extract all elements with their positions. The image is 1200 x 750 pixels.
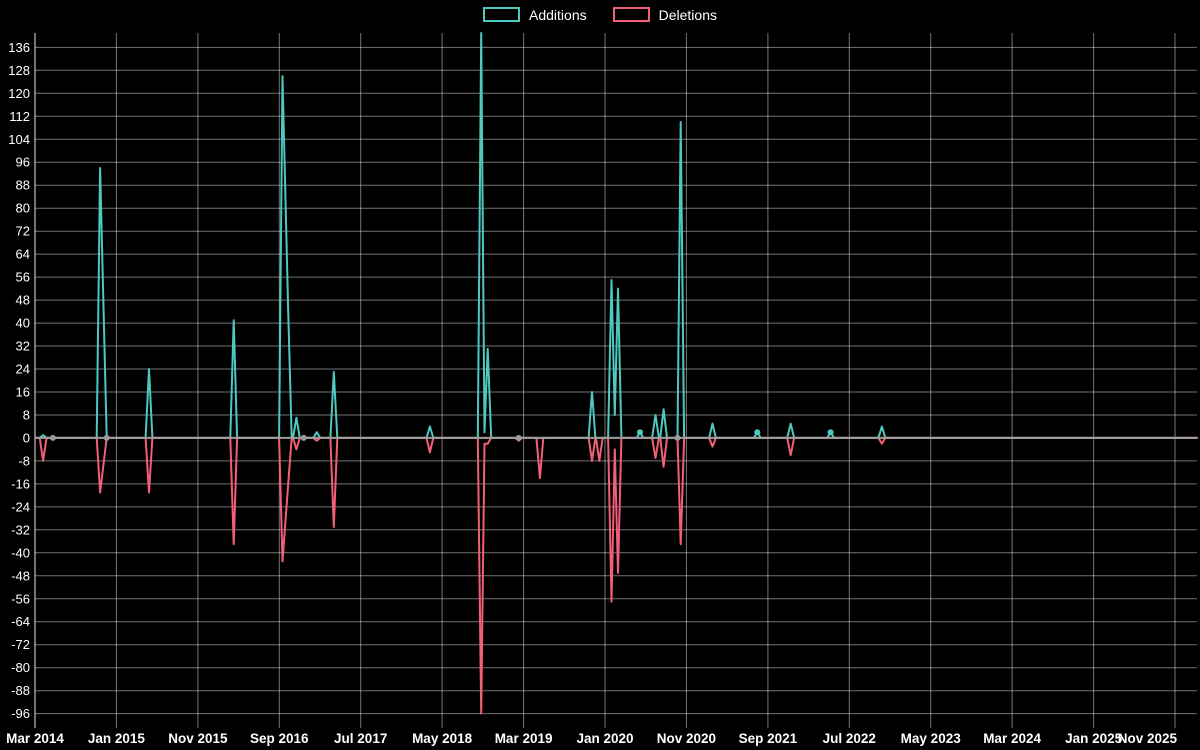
svg-text:32: 32	[16, 339, 30, 354]
legend-item-additions[interactable]: Additions	[483, 7, 587, 22]
svg-text:-88: -88	[11, 683, 30, 698]
svg-text:72: 72	[16, 224, 30, 239]
svg-text:120: 120	[8, 86, 30, 101]
data-point-marker	[637, 429, 643, 436]
svg-text:Sep 2021: Sep 2021	[739, 731, 798, 746]
svg-text:-72: -72	[11, 637, 30, 652]
svg-text:16: 16	[16, 385, 30, 400]
svg-text:Sep 2016: Sep 2016	[250, 731, 309, 746]
svg-text:Nov 2015: Nov 2015	[168, 731, 228, 746]
svg-text:-80: -80	[11, 660, 30, 675]
point-markers	[49, 429, 834, 441]
svg-text:Nov 2025: Nov 2025	[1118, 731, 1178, 746]
chart-legend: Additions Deletions	[0, 7, 1200, 22]
svg-text:136: 136	[8, 40, 30, 55]
svg-text:80: 80	[16, 201, 30, 216]
legend-label-additions: Additions	[529, 6, 587, 23]
svg-text:56: 56	[16, 270, 30, 285]
svg-text:88: 88	[16, 178, 30, 193]
data-point-marker	[827, 429, 834, 436]
svg-text:0: 0	[23, 430, 30, 445]
svg-text:-40: -40	[11, 545, 30, 560]
svg-text:-64: -64	[11, 614, 30, 629]
svg-text:-32: -32	[11, 522, 30, 537]
legend-item-deletions[interactable]: Deletions	[612, 6, 717, 23]
svg-text:Mar 2014: Mar 2014	[6, 731, 64, 746]
additions-swatch-icon	[483, 7, 521, 22]
svg-text:-8: -8	[18, 453, 30, 468]
svg-text:Jan 2020: Jan 2020	[576, 731, 633, 746]
svg-text:-48: -48	[11, 568, 30, 583]
data-point-marker	[754, 429, 761, 436]
svg-text:-16: -16	[11, 476, 30, 491]
svg-text:Jul 2022: Jul 2022	[823, 731, 876, 746]
svg-text:Jan 2025: Jan 2025	[1065, 731, 1123, 746]
svg-text:Jan 2015: Jan 2015	[88, 731, 146, 746]
legend-label-deletions: Deletions	[658, 6, 717, 23]
svg-text:Jul 2017: Jul 2017	[334, 731, 387, 746]
data-point-marker	[103, 434, 110, 441]
svg-text:Nov 2020: Nov 2020	[657, 731, 716, 746]
svg-text:104: 104	[8, 132, 30, 147]
svg-text:May 2023: May 2023	[901, 731, 962, 746]
svg-text:Mar 2019: Mar 2019	[495, 731, 553, 746]
svg-text:128: 128	[8, 63, 30, 78]
svg-text:64: 64	[16, 247, 30, 262]
data-point-marker	[674, 434, 681, 441]
data-point-marker	[300, 434, 307, 441]
svg-text:8: 8	[23, 408, 30, 423]
svg-text:48: 48	[16, 293, 30, 308]
svg-text:-24: -24	[11, 499, 30, 514]
svg-text:96: 96	[16, 155, 30, 170]
x-axis-labels: Mar 2014 Jan 2015 Nov 2015 Sep 2016 Jul 2017…	[6, 731, 1177, 746]
y-axis-labels: -96-88-80-72-64-56-48-40-32-24-16-808162…	[8, 40, 30, 721]
deletions-swatch-icon	[612, 7, 650, 22]
data-point-marker	[515, 434, 522, 441]
svg-text:-96: -96	[11, 706, 30, 721]
svg-text:May 2018: May 2018	[412, 731, 473, 746]
svg-text:40: 40	[16, 316, 30, 331]
svg-text:-56: -56	[11, 591, 30, 606]
svg-text:24: 24	[16, 362, 30, 377]
svg-text:112: 112	[9, 109, 30, 124]
data-point-marker	[49, 434, 56, 441]
svg-text:Mar 2024: Mar 2024	[983, 731, 1041, 746]
